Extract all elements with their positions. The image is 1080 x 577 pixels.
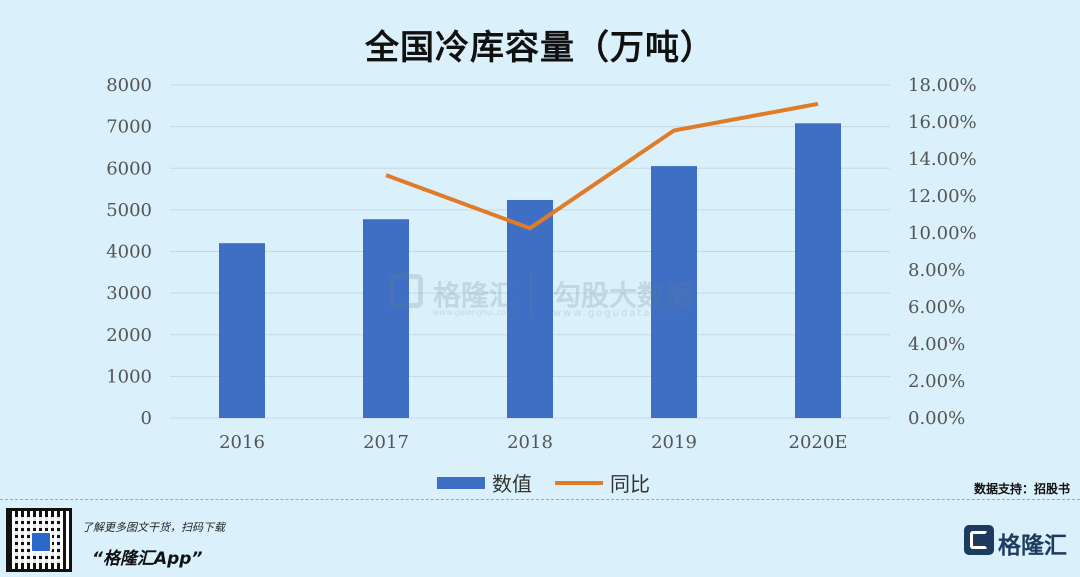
right-tick-label: 0.00%	[908, 408, 965, 429]
x-tick-label: 2017	[363, 432, 409, 453]
right-tick-label: 10.00%	[908, 223, 977, 244]
left-tick-label: 2000	[106, 325, 152, 346]
watermark-name: 格隆汇	[433, 279, 518, 312]
left-tick-label: 1000	[106, 366, 152, 387]
brand-g-icon	[964, 525, 994, 555]
left-tick-label: 7000	[106, 117, 152, 138]
bar-2020E	[795, 123, 841, 419]
x-tick-label: 2020E	[789, 432, 848, 453]
right-tick-label: 6.00%	[908, 297, 965, 318]
footer-divider	[0, 499, 1080, 501]
promo-app-name: “格隆汇App”	[92, 549, 203, 569]
bar-2018	[507, 199, 553, 418]
left-tick-label: 0	[141, 408, 152, 429]
left-tick-label: 6000	[106, 158, 152, 179]
watermark-name-2: 勾股大数据	[553, 279, 694, 312]
line-series-yoy	[385, 101, 819, 231]
right-tick-label: 18.00%	[908, 75, 977, 96]
right-tick-label: 16.00%	[908, 112, 977, 133]
legend-swatch-bar	[437, 477, 485, 489]
watermark: 格隆汇 www.gelonghui.com 勾股大数据 www.gogudata…	[385, 268, 705, 328]
right-tick-label: 8.00%	[908, 260, 965, 281]
qr-logo-icon	[30, 531, 52, 553]
left-tick-label: 5000	[106, 200, 152, 221]
bar-2019	[651, 166, 697, 418]
watermark-logo-icon	[389, 274, 423, 308]
brand-logo: 格隆汇	[964, 524, 1072, 559]
combo-chart: 0 1000 2000 3000 4000 5000 6000 7000 8000 0.00% 2.…	[106, 75, 977, 496]
left-tick-label: 4000	[106, 242, 152, 263]
bar-2016	[219, 243, 265, 418]
right-tick-label: 12.00%	[908, 186, 977, 207]
bar-2017	[363, 219, 409, 418]
brand-name: 格隆汇	[998, 533, 1067, 559]
x-tick-label: 2016	[219, 432, 265, 453]
data-source: 数据支持：招股书	[973, 482, 1070, 496]
chart-title: 全国冷库容量（万吨）	[365, 28, 715, 68]
left-tick-label: 3000	[106, 283, 152, 304]
right-tick-label: 2.00%	[908, 371, 965, 392]
watermark-url-2: www.gogudata.com	[553, 308, 685, 319]
promo-text: 了解更多图文干货，扫码下载	[82, 521, 225, 534]
qr-code-icon	[6, 508, 72, 572]
footer: 了解更多图文干货，扫码下载 “格隆汇App” 格隆汇	[0, 500, 1080, 577]
right-tick-label: 4.00%	[908, 334, 965, 355]
left-tick-label: 8000	[106, 75, 152, 96]
legend-label-bar: 数值	[492, 472, 532, 496]
watermark-url: www.gelonghui.com	[433, 308, 514, 317]
right-tick-label: 14.00%	[908, 149, 977, 170]
watermark-separator	[530, 272, 532, 318]
x-tick-label: 2019	[651, 432, 697, 453]
legend-label-line: 同比	[610, 472, 650, 496]
x-tick-label: 2018	[507, 432, 553, 453]
